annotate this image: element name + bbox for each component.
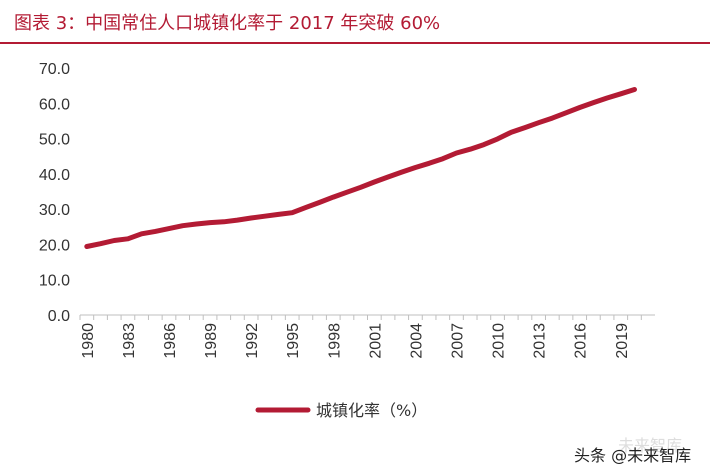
x-tick-label: 2016 [573, 323, 590, 359]
series-line [84, 87, 637, 249]
y-axis: 0.0 10.0 20.0 30.0 40.0 50.0 60.0 70.0 [39, 61, 70, 325]
x-tick-label: 2007 [449, 323, 466, 359]
x-tick-label: 1992 [244, 323, 261, 359]
series-layer [84, 87, 637, 249]
x-tick-label: 2013 [532, 323, 549, 359]
y-tick-label: 60.0 [39, 96, 70, 113]
x-tick-label: 1989 [203, 323, 220, 359]
x-tick-label: 1998 [326, 323, 343, 359]
x-tick-label: 1980 [80, 323, 97, 359]
x-tick-label: 2010 [491, 323, 508, 359]
x-tick-label: 2019 [614, 323, 631, 359]
x-tick-label: 2004 [408, 323, 425, 359]
y-tick-label: 30.0 [39, 202, 70, 219]
x-axis: 1980 1983 1986 1989 1992 1995 1998 2001 2004 2007… [79, 314, 655, 359]
watermark-background-text: 未来智库 [618, 436, 683, 455]
y-tick-label: 20.0 [39, 237, 70, 254]
x-tick-label: 1995 [285, 323, 302, 359]
watermark: 头条 @未来智库 [574, 446, 692, 465]
x-tick-label: 2001 [367, 323, 384, 359]
chart-title: 图表 3：中国常住人口城镇化率于 2017 年突破 60% [14, 13, 441, 34]
legend: 城镇化率（%） [255, 401, 427, 420]
y-tick-label: 0.0 [48, 308, 70, 325]
legend-label: 城镇化率（%） [316, 401, 427, 420]
x-tick-label: 1986 [162, 323, 179, 359]
y-tick-label: 40.0 [39, 167, 70, 184]
y-tick-label: 10.0 [39, 273, 70, 290]
y-tick-label: 70.0 [39, 61, 70, 78]
title-bar: 图表 3：中国常住人口城镇化率于 2017 年突破 60% [0, 0, 710, 44]
x-tick-label: 1983 [121, 323, 138, 359]
y-tick-label: 50.0 [39, 132, 70, 149]
